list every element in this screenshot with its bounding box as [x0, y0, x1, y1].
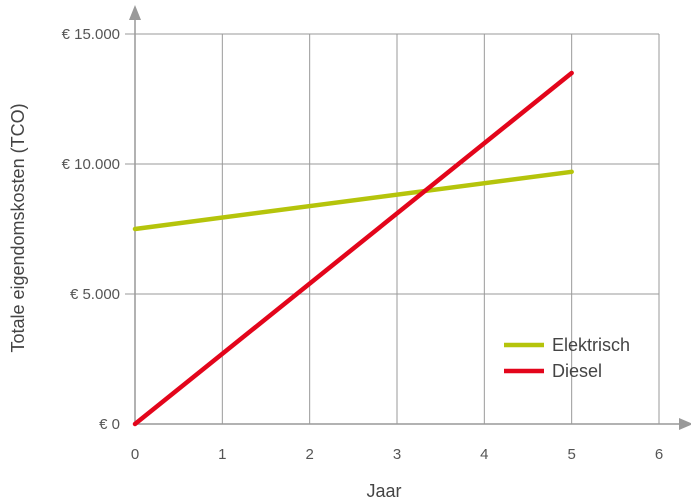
x-tick-label-3: 3 [393, 446, 401, 463]
x-axis-title: Jaar [366, 481, 401, 501]
legend-label-diesel: Diesel [552, 361, 602, 381]
series-lines [132, 70, 574, 427]
y-axis-arrow-icon [129, 5, 141, 20]
x-tick-label-2: 2 [305, 446, 313, 463]
x-tick-label-6: 6 [655, 446, 663, 463]
y-tick-label-10000: € 10.000 [62, 156, 120, 173]
x-tick-label-1: 1 [218, 446, 226, 463]
y-tick-label-0: € 0 [99, 416, 120, 433]
y-tick-labels: € 0 € 5.000 € 10.000 € 15.000 [62, 26, 120, 433]
x-tick-label-4: 4 [480, 446, 488, 463]
y-axis-title: Totale eigendomskosten (TCO) [8, 103, 28, 352]
x-axis-arrow-icon [679, 418, 691, 430]
legend: Elektrisch Diesel [504, 335, 630, 381]
series-line-elektrisch [132, 169, 574, 232]
y-tick-label-15000: € 15.000 [62, 26, 120, 43]
axes [129, 5, 691, 430]
y-tick-label-5000: € 5.000 [70, 286, 120, 303]
legend-label-elektrisch: Elektrisch [552, 335, 630, 355]
series-line-diesel [132, 70, 574, 427]
x-tick-labels: 0 1 2 3 4 5 6 [131, 446, 663, 463]
x-tick-label-0: 0 [131, 446, 139, 463]
gridlines [125, 33, 660, 424]
x-tick-label-5: 5 [567, 446, 575, 463]
